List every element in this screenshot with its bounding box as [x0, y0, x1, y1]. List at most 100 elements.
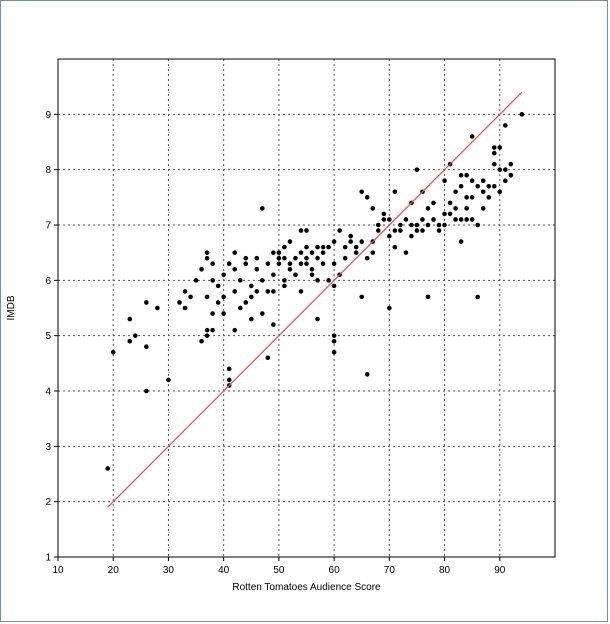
x-tick-label: 10 [52, 565, 64, 576]
data-point [486, 195, 492, 200]
y-tick-label: 4 [45, 387, 51, 398]
data-point [232, 266, 238, 272]
data-point [353, 250, 359, 255]
data-point [392, 189, 398, 195]
data-point [425, 206, 431, 211]
data-point [254, 266, 260, 272]
data-point [364, 255, 370, 261]
axis-ticks: 10 20 30 40 50 60 70 80 90 1 2 3 4 5 6 7 8 9 [45, 110, 505, 576]
data-point [436, 228, 442, 233]
data-point [387, 217, 392, 222]
data-point [508, 161, 514, 167]
data-point [453, 206, 458, 211]
data-point [414, 222, 420, 228]
data-point [271, 289, 276, 294]
data-point [254, 289, 260, 294]
data-point [381, 217, 387, 222]
data-point [497, 167, 503, 172]
data-point [364, 195, 370, 200]
data-point [221, 294, 226, 300]
data-point [144, 344, 149, 350]
data-point [420, 217, 425, 222]
data-point [276, 261, 282, 267]
data-point [370, 206, 376, 211]
data-point [425, 294, 431, 300]
data-point [486, 183, 492, 189]
data-point [497, 189, 503, 195]
data-point [508, 172, 514, 178]
data-point [375, 222, 381, 228]
data-point [188, 294, 193, 300]
data-point [182, 289, 188, 294]
data-point [287, 239, 293, 244]
data-point [265, 289, 271, 294]
data-point [304, 261, 309, 267]
data-point [276, 255, 282, 261]
x-tick-label: 80 [439, 565, 451, 576]
data-point [271, 322, 276, 327]
data-point [370, 250, 376, 255]
data-point [398, 222, 403, 228]
data-point [204, 255, 210, 261]
data-point [453, 189, 458, 195]
data-point [353, 244, 359, 250]
data-point [320, 250, 326, 255]
data-point [420, 228, 425, 233]
data-point [293, 272, 298, 278]
data-point [475, 294, 480, 300]
data-point [298, 261, 304, 267]
data-point [469, 134, 475, 139]
data-point [210, 327, 215, 333]
data-point [215, 300, 221, 305]
data-point [359, 294, 365, 300]
data-point [331, 283, 337, 289]
data-point [144, 300, 149, 305]
data-point [403, 217, 409, 222]
data-point [271, 250, 276, 255]
y-tick-label: 1 [45, 553, 51, 564]
data-point [348, 233, 353, 239]
data-point [237, 305, 243, 311]
data-point [193, 278, 199, 283]
data-point [315, 316, 320, 322]
data-point [204, 294, 210, 300]
data-point [442, 222, 447, 228]
data-point [243, 300, 249, 305]
data-point [436, 222, 442, 228]
data-point [359, 189, 365, 195]
data-point [293, 255, 298, 261]
data-point [243, 255, 249, 261]
data-point [199, 266, 204, 272]
data-point [414, 228, 420, 233]
data-point [458, 239, 464, 244]
data-point [221, 311, 226, 316]
data-point [309, 250, 315, 255]
data-point [464, 195, 469, 200]
data-point [133, 333, 138, 338]
data-point [475, 222, 480, 228]
data-point [248, 294, 254, 300]
data-point [304, 255, 309, 261]
data-point [342, 255, 348, 261]
data-point [392, 228, 398, 233]
x-tick-label: 50 [273, 565, 285, 576]
x-tick-label: 20 [108, 565, 120, 576]
data-point [309, 266, 315, 272]
data-point [442, 178, 447, 184]
data-point [177, 300, 182, 305]
data-point [127, 316, 133, 322]
data-point [480, 189, 486, 195]
data-point [403, 250, 409, 255]
data-point [364, 372, 370, 377]
data-point [331, 261, 337, 267]
data-point [431, 217, 436, 222]
data-point [337, 228, 342, 233]
data-point [110, 349, 116, 355]
data-point [491, 145, 497, 150]
data-point [199, 338, 204, 344]
data-point [248, 283, 254, 289]
data-point [491, 150, 497, 156]
plot-area [57, 58, 556, 558]
data-point [210, 311, 215, 316]
data-point [348, 239, 353, 244]
